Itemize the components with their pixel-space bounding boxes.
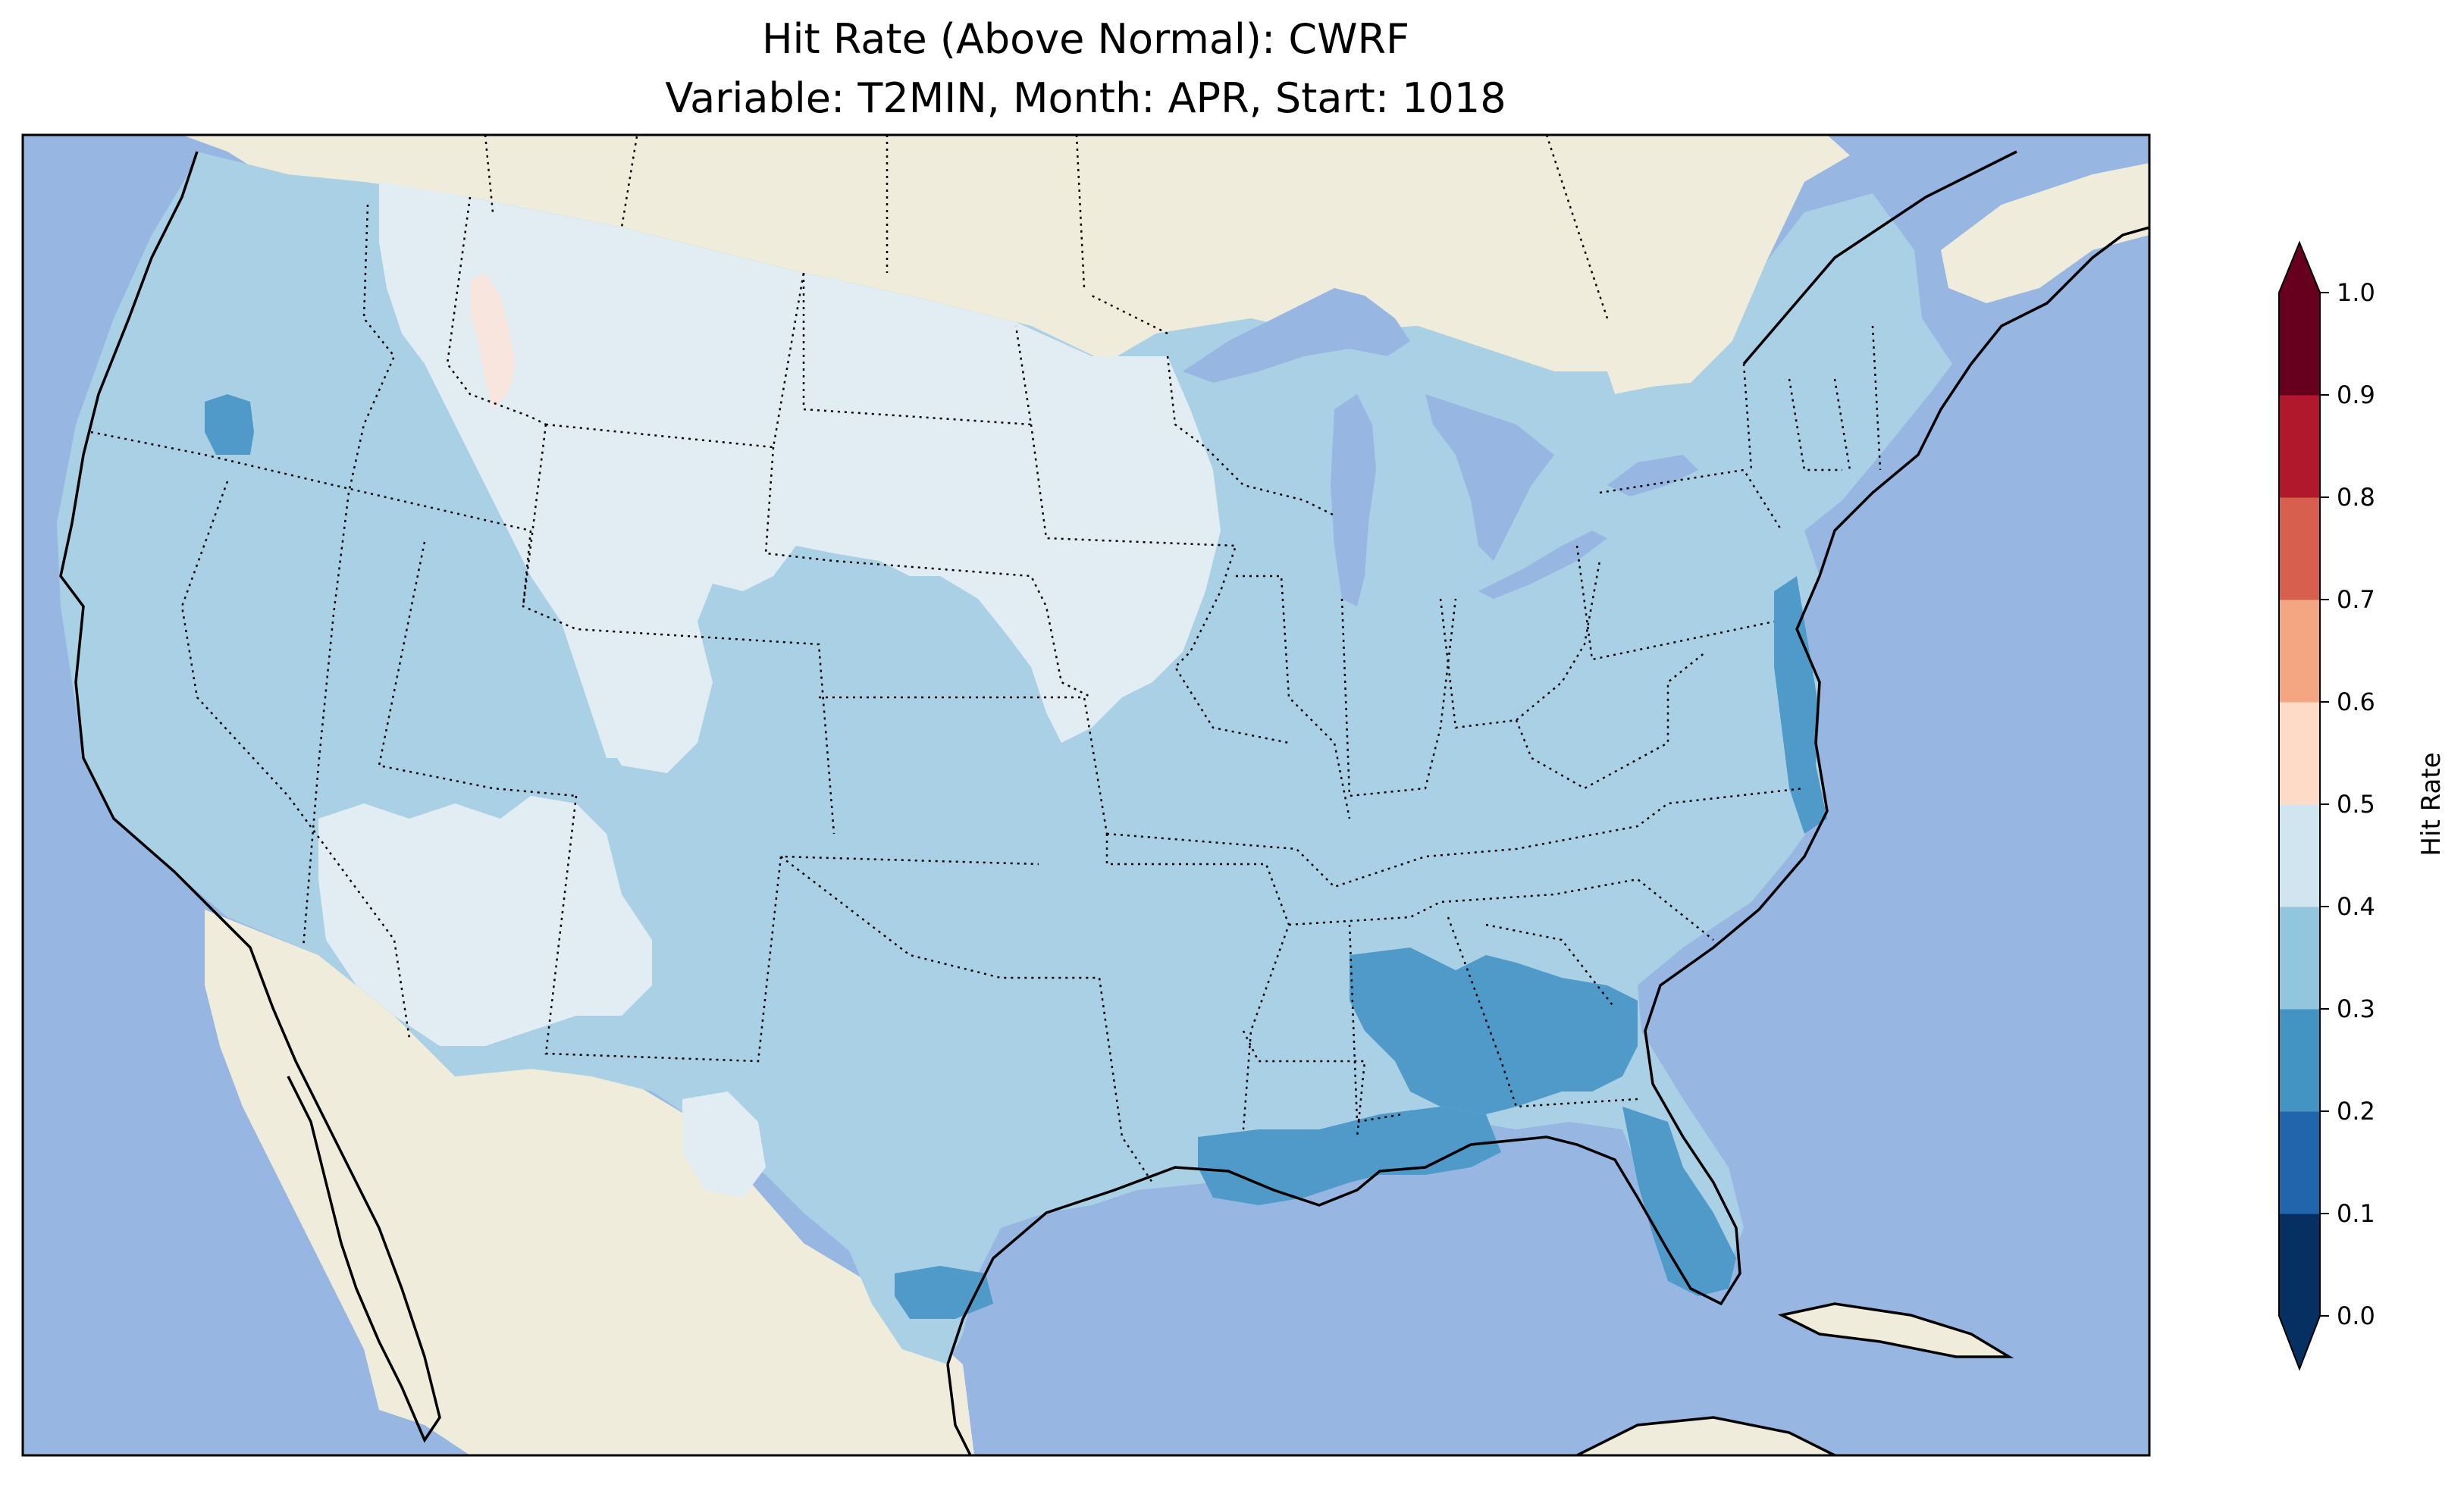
field-region-0.2-0.3-southeast [1350,947,1638,1114]
border-line [802,273,1033,426]
lake-ontario [1607,455,1698,496]
border-line [180,481,411,1039]
border-line [620,136,638,228]
colorbar-tick-label: 0.9 [2337,381,2375,409]
coastline-cuba [1777,1302,2014,1358]
lake-erie [1478,531,1607,599]
coastline-yucatan [1576,1416,1835,1455]
border-line [1439,560,1601,729]
colorbar-under-triangle [2279,1316,2320,1369]
border-line [446,196,547,426]
colorbar-outline [2278,240,2321,1371]
border-line [544,795,1039,1063]
border-line [90,431,531,532]
field-region-0.2-0.3-delmarva [1774,576,1827,834]
coastline-west [59,151,441,1443]
border-line [1788,378,1842,471]
colorbar-segment [2279,600,2320,703]
state-borders [90,135,1882,1183]
great-lakes [1183,288,1698,606]
lake-michigan [1331,394,1376,606]
border-line [1833,378,1851,471]
colorbar-tick-label: 0.5 [2337,790,2375,819]
colorbar-tick-label: 0.1 [2337,1199,2375,1228]
border-line [1105,834,1290,1130]
lake-superior [1183,288,1410,383]
field-region-0.5-0.6-montana [470,273,516,409]
colorbar-tick-label: 0.7 [2337,585,2375,614]
colorbar-segment [2279,1111,2320,1214]
border-line [1340,598,1457,797]
border-line [1242,1030,1366,1138]
colorbar: 0.0 0.1 0.2 0.3 0.4 0.5 0.6 0.7 0.8 0.9 1.0 Hit Ra… [2278,240,2447,1371]
field-region-0.4-0.5-utah [591,606,713,773]
border-line [1288,878,1714,941]
border-line [1485,923,1616,1009]
colorbar-over-triangle [2279,243,2320,293]
colorbar-ticks: 0.0 0.1 0.2 0.3 0.4 0.5 0.6 0.7 0.8 0.9 1.0 [2320,278,2375,1330]
map-axes [23,135,2149,1455]
border-line [1447,916,1638,1108]
border-line [1106,787,1805,888]
lake-huron [1425,394,1554,561]
colorbar-tick-label: 0.0 [2337,1301,2375,1330]
coastlines [59,150,2149,1455]
border-line [1075,135,1086,289]
field-region-0.4-0.5-texas [682,1092,766,1198]
land-masses [182,135,2149,1455]
border-line [1545,135,1609,319]
colorbar-segment [2279,1214,2320,1317]
colorbar-segment [2279,804,2320,907]
colorbar-segment [2279,907,2320,1010]
mexico-land [205,910,974,1455]
colorbar-tick-label: 0.3 [2337,994,2375,1023]
colorbar-segment [2279,497,2320,600]
coastline-mexico-east [946,1364,972,1455]
colorbar-segment [2279,1009,2320,1112]
coastline-gulf [946,363,1973,1365]
colorbar-tick-label: 0.8 [2337,483,2375,512]
map-frame [21,133,2151,1457]
colorbar-tick-label: 1.0 [2337,278,2375,307]
colorbar-segment [2279,395,2320,498]
colorbar-segment [2279,293,2320,396]
colorbar-tick-label: 0.6 [2337,687,2375,716]
field-region-0.2-0.3-oregon [205,394,254,455]
coastline-stlawrence [1742,150,2017,365]
border-line [1599,468,1783,531]
colorbar-label: Hit Rate [2416,752,2447,856]
yucatan-land [1577,1417,1835,1455]
field-region-0.4-0.5-north [379,182,1221,758]
figure-title-line1: Hit Rate (Above Normal): CWRF [762,15,1409,63]
maritimes-land [1941,163,2149,303]
field-region-0.2-0.3-florida [1622,1107,1736,1296]
cuba-land [1782,1304,2009,1357]
colorbar-tick-label: 0.2 [2337,1097,2375,1126]
canada-land [182,135,1850,394]
field-region-0.2-0.3-gulf [1198,1107,1501,1205]
colorbar-tick-label: 0.4 [2337,892,2375,921]
colorbar-segments [2279,293,2320,1317]
border-line [545,272,805,449]
colorbar-segment [2279,702,2320,805]
figure-title-line2: Variable: T2MIN, Month: APR, Start: 1018 [665,74,1506,122]
coastline-northeast [1970,226,2149,365]
